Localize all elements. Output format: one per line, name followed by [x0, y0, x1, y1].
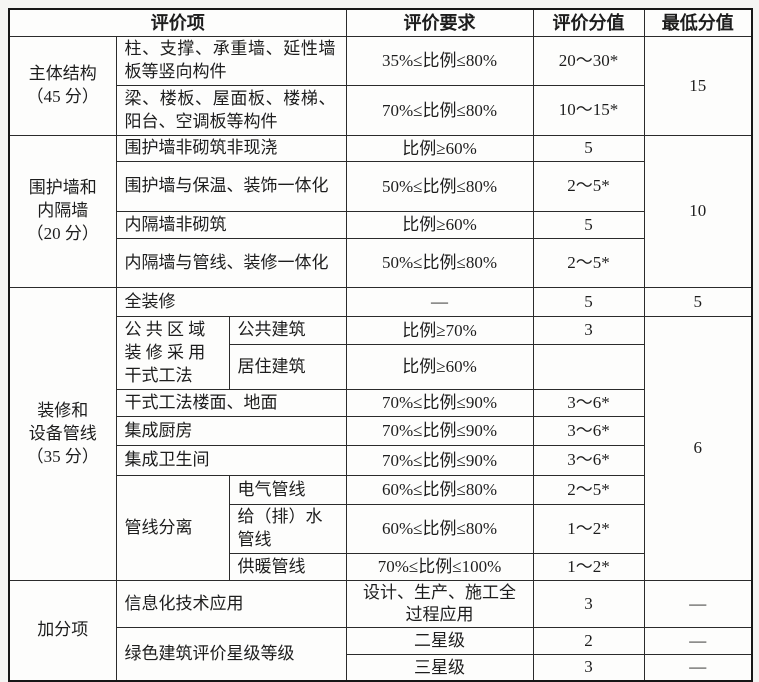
cell-item: 内隔墙与管线、装修一体化 — [115, 238, 347, 289]
cell-min-score: 6 — [643, 316, 753, 582]
cell-requirement: 70%≤比例≤80% — [345, 85, 534, 137]
table-row: 围护墙和 内隔墙 （20 分） 围护墙非砌筑非现浇 比例≥60% 5 10 — [8, 135, 753, 289]
cell-score: 3～6* — [532, 389, 645, 418]
cell-requirement: 70%≤比例≤90% — [345, 389, 534, 418]
cell-item: 围护墙非砌筑非现浇 — [115, 135, 347, 163]
cell-score: 5 — [532, 135, 645, 163]
cell-score: 3～6* — [532, 445, 645, 477]
cell-category: 主体结构 （45 分） — [8, 36, 117, 137]
cell-item: 集成厨房 — [115, 416, 347, 447]
cell-item-group: 公 共 区 域 装 修 采 用 干式工法 — [115, 316, 230, 391]
table-header-row: 评价项 评价要求 评价分值 最低分值 — [8, 8, 753, 38]
cell-min-score: 10 — [643, 135, 753, 289]
table-row: 内隔墙与管线、装修一体化 50%≤比例≤80% 2～5* — [9, 238, 752, 289]
table-row: 主体结构 （45 分） 柱、支撑、承重墙、延性墙板等竖向构件 35%≤比例≤80… — [8, 36, 753, 137]
cell-requirement: 70%≤比例≤90% — [345, 445, 534, 477]
cell-item: 全装修 — [115, 287, 347, 318]
cell-score: 3 — [532, 580, 645, 629]
cell-item: 干式工法楼面、地面 — [115, 389, 347, 418]
cell-score: 20～30* — [532, 36, 645, 87]
cell-sub-item: 给（排）水 管线 — [228, 504, 347, 555]
cell-min-score: — — [643, 580, 753, 629]
cell-requirement: 70%≤比例≤100% — [345, 553, 534, 582]
cell-requirement: 二星级 — [345, 627, 534, 656]
table-row: 加分项 信息化技术应用 设计、生产、施工全过程应用 3 — — [8, 580, 753, 682]
cell-min-score: — — [643, 654, 753, 682]
cell-score: 2～5* — [532, 238, 645, 289]
cell-score: 10～15* — [532, 85, 645, 137]
cell-sub-item: 供暖管线 — [228, 553, 347, 582]
table-row: 供暖管线 70%≤比例≤100% 1～2* — [9, 553, 752, 582]
cell-score: 2～5* — [532, 475, 645, 506]
cell-item-group: 管线分离 — [115, 475, 230, 582]
cell-category: 加分项 — [8, 580, 117, 682]
cell-requirement: — — [345, 287, 534, 318]
cell-score: 3～6* — [532, 416, 645, 447]
cell-min-score: 15 — [643, 36, 753, 137]
table-row: 围护墙与保温、装饰一体化 50%≤比例≤80% 2～5* — [9, 161, 752, 213]
table-row: 干式工法楼面、地面 70%≤比例≤90% 3～6* — [9, 389, 752, 418]
cell-score: 1～2* — [532, 504, 645, 555]
cell-item: 内隔墙非砌筑 — [115, 211, 347, 240]
cell-requirement: 60%≤比例≤80% — [345, 475, 534, 506]
cell-score: 2～5* — [532, 161, 645, 213]
header-min-score: 最低分值 — [643, 8, 753, 38]
cell-score-empty — [532, 344, 645, 391]
table-row: 装修和 设备管线 （35 分） 全装修 — 5 5 — [8, 287, 753, 582]
cell-sub-item: 公共建筑 — [228, 316, 347, 346]
cell-score: 2 — [532, 627, 645, 656]
table-row: 居住建筑 比例≥60% — [9, 344, 752, 391]
header-score: 评价分值 — [532, 8, 645, 38]
cell-requirement: 比例≥60% — [345, 135, 534, 163]
cell-item: 梁、楼板、屋面板、楼梯、阳台、空调板等构件 — [115, 85, 347, 137]
cell-requirement: 70%≤比例≤90% — [345, 416, 534, 447]
cell-requirement: 比例≥70% — [345, 316, 534, 346]
cell-min-score: 5 — [643, 287, 753, 318]
cell-sub-item: 居住建筑 — [228, 344, 347, 391]
cell-score: 3 — [532, 316, 645, 346]
cell-item: 集成卫生间 — [115, 445, 347, 477]
cell-requirement: 35%≤比例≤80% — [345, 36, 534, 87]
header-requirement: 评价要求 — [345, 8, 534, 38]
cell-requirement: 50%≤比例≤80% — [345, 161, 534, 213]
cell-item: 围护墙与保温、装饰一体化 — [115, 161, 347, 213]
table-row: 集成厨房 70%≤比例≤90% 3～6* — [9, 416, 752, 447]
cell-requirement: 比例≥60% — [345, 344, 534, 391]
cell-category: 围护墙和 内隔墙 （20 分） — [8, 135, 117, 289]
cell-requirement: 设计、生产、施工全过程应用 — [345, 580, 534, 629]
cell-score: 5 — [532, 211, 645, 240]
table-row: 三星级 3 — — [9, 654, 753, 682]
evaluation-score-table: 评价项 评价要求 评价分值 最低分值 主体结构 （45 分） 柱、支撑、承重墙、… — [8, 8, 754, 682]
table-row: 给（排）水 管线 60%≤比例≤80% 1～2* — [9, 504, 752, 555]
table-row: 绿色建筑评价星级等级 二星级 2 — — [9, 627, 753, 682]
cell-score: 5 — [532, 287, 645, 318]
cell-requirement: 三星级 — [345, 654, 534, 682]
cell-requirement: 60%≤比例≤80% — [345, 504, 534, 555]
cell-requirement: 50%≤比例≤80% — [345, 238, 534, 289]
cell-category: 装修和 设备管线 （35 分） — [8, 287, 117, 582]
cell-requirement: 比例≥60% — [345, 211, 534, 240]
cell-score: 1～2* — [532, 553, 645, 582]
table-row: 梁、楼板、屋面板、楼梯、阳台、空调板等构件 70%≤比例≤80% 10～15* — [9, 85, 752, 137]
table-row: 集成卫生间 70%≤比例≤90% 3～6* — [9, 445, 752, 477]
cell-item: 柱、支撑、承重墙、延性墙板等竖向构件 — [115, 36, 347, 87]
header-item: 评价项 — [8, 8, 347, 38]
cell-score: 3 — [532, 654, 645, 682]
cell-min-score: — — [643, 627, 753, 656]
cell-item: 信息化技术应用 — [115, 580, 347, 629]
table-row: 管线分离 电气管线 60%≤比例≤80% 2～5* — [9, 475, 752, 582]
cell-sub-item: 电气管线 — [228, 475, 347, 506]
table-row: 内隔墙非砌筑 比例≥60% 5 — [9, 211, 752, 240]
cell-item: 绿色建筑评价星级等级 — [115, 627, 347, 682]
table-row: 公 共 区 域 装 修 采 用 干式工法 公共建筑 比例≥70% 3 6 — [9, 316, 753, 582]
